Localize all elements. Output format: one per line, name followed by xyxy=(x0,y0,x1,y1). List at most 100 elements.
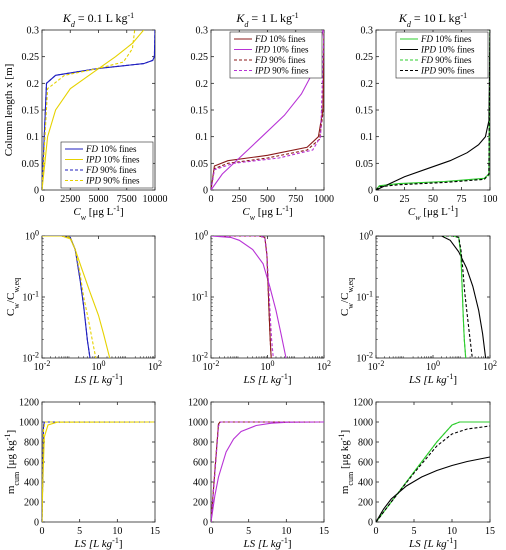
y-tick-label: 0.25 xyxy=(356,52,374,63)
series-line-2 xyxy=(376,236,487,358)
x-tick-label: 5 xyxy=(77,526,82,537)
x-tick-label: 102 xyxy=(317,359,331,374)
x-tick-label: 25 xyxy=(400,194,410,205)
panel-title: Kd = 0.1 L kg-1 xyxy=(62,11,134,29)
legend-entry: IPD 10% fines xyxy=(85,155,140,165)
x-tick-label: 75 xyxy=(457,194,467,205)
y-axis-label: mcum [μg kg-1] xyxy=(337,430,355,494)
axes-box xyxy=(375,401,491,523)
x-tick-label: 100 xyxy=(483,194,498,205)
series-line-4 xyxy=(376,236,473,358)
series-line-4 xyxy=(42,421,155,522)
x-tick-label: 102 xyxy=(483,359,497,374)
series-line-4 xyxy=(211,236,274,358)
series-line-3 xyxy=(211,30,324,190)
y-tick-label: 400 xyxy=(24,478,39,489)
x-tick-label: 15 xyxy=(319,526,329,537)
x-axis-label: LS [L kg-1] xyxy=(73,372,122,387)
series-line-3 xyxy=(376,30,490,190)
x-axis-label: Cw [μg L-1] xyxy=(73,204,123,222)
y-tick-label: 600 xyxy=(193,458,208,469)
panel-r3-c2: 0 5 10 15 0 200 400 600 800 1000 1200 LS [L kg-1] xyxy=(188,398,329,550)
y-tick-label: 1200 xyxy=(19,398,39,409)
y-tick-label: 1000 xyxy=(353,418,373,429)
legend-entry: FD 10% fines xyxy=(420,34,472,44)
x-tick-label: 15 xyxy=(150,526,160,537)
axes-box xyxy=(210,235,325,359)
y-tick-label: 10-1 xyxy=(22,289,39,304)
x-tick-label: 250 xyxy=(232,194,247,205)
x-tick-label: 0 xyxy=(209,526,214,537)
y-tick-label: 200 xyxy=(193,498,208,509)
legend-entry: IPD 10% fines xyxy=(420,45,475,55)
y-tick-label: 0.15 xyxy=(191,106,209,117)
series-line-4 xyxy=(376,425,490,522)
axes-box xyxy=(375,235,491,359)
x-tick-label: 500 xyxy=(260,194,275,205)
series-line-3 xyxy=(42,30,155,190)
x-tick-label: 10 xyxy=(112,526,122,537)
legend-entry: IPD 90% fines xyxy=(85,176,140,186)
y-tick-label: 0 xyxy=(368,186,373,197)
x-tick-label: 0 xyxy=(209,194,214,205)
x-tick-label: 100 xyxy=(261,359,275,374)
y-tick-label: 0 xyxy=(203,518,208,529)
y-tick-label: 0.05 xyxy=(22,159,40,170)
x-tick-label: 50 xyxy=(428,194,438,205)
y-tick-label: 400 xyxy=(358,478,373,489)
y-tick-label: 1200 xyxy=(353,398,373,409)
x-tick-label: 10 xyxy=(281,526,291,537)
x-tick-label: 102 xyxy=(148,359,162,374)
legend-entry: FD 90% fines xyxy=(420,55,472,65)
panel-r1-c3: 0 25 50 75 100 0 0.05 0.1 0.15 0.2 0.25 0.3 Kd = 10 … xyxy=(356,11,498,222)
y-tick-label: 0.3 xyxy=(27,26,40,37)
series-line-2 xyxy=(211,421,324,522)
x-tick-label: 7500 xyxy=(117,194,137,205)
y-tick-label: 0.3 xyxy=(361,26,374,37)
y-tick-label: 600 xyxy=(358,458,373,469)
legend-entry: FD 10% fines xyxy=(85,144,137,154)
y-tick-label: 10-1 xyxy=(191,289,208,304)
y-tick-label: 0.2 xyxy=(361,79,374,90)
y-tick-label: 0.15 xyxy=(22,106,40,117)
x-tick-label: 10 xyxy=(447,526,457,537)
y-tick-label: 600 xyxy=(24,458,39,469)
y-tick-label: 0.15 xyxy=(356,106,374,117)
x-tick-label: 0 xyxy=(374,526,379,537)
axes-box xyxy=(210,401,325,523)
series-line-4 xyxy=(376,30,490,190)
x-tick-label: 5000 xyxy=(89,194,109,205)
x-tick-label: 5 xyxy=(246,526,251,537)
y-axis-label: mcum [μg kg-1] xyxy=(3,430,21,494)
y-tick-label: 0 xyxy=(34,186,39,197)
y-axis-label: Column length x [m] xyxy=(3,64,15,157)
panel-title: Kd = 1 L kg-1 xyxy=(235,11,298,29)
y-tick-label: 0.05 xyxy=(191,159,209,170)
y-tick-label: 200 xyxy=(358,498,373,509)
y-tick-label: 0.1 xyxy=(361,132,374,143)
y-tick-label: 1200 xyxy=(188,398,208,409)
x-axis-label: LS [L kg-1] xyxy=(242,536,291,550)
x-axis-label: LS [L kg-1] xyxy=(408,536,457,550)
y-tick-label: 1000 xyxy=(19,418,39,429)
x-axis-label: LS [L kg-1] xyxy=(408,372,457,387)
y-tick-label: 0 xyxy=(368,518,373,529)
series-line-2 xyxy=(376,30,490,190)
x-tick-label: 10-2 xyxy=(34,359,51,374)
y-tick-label: 0.25 xyxy=(22,52,40,63)
x-tick-label: 100 xyxy=(92,359,106,374)
y-tick-label: 100 xyxy=(25,228,39,243)
y-tick-label: 800 xyxy=(24,438,39,449)
y-tick-label: 800 xyxy=(193,438,208,449)
x-tick-label: 0 xyxy=(40,526,45,537)
y-tick-label: 100 xyxy=(359,228,373,243)
x-tick-label: 0 xyxy=(374,194,379,205)
y-tick-label: 0.05 xyxy=(356,159,374,170)
